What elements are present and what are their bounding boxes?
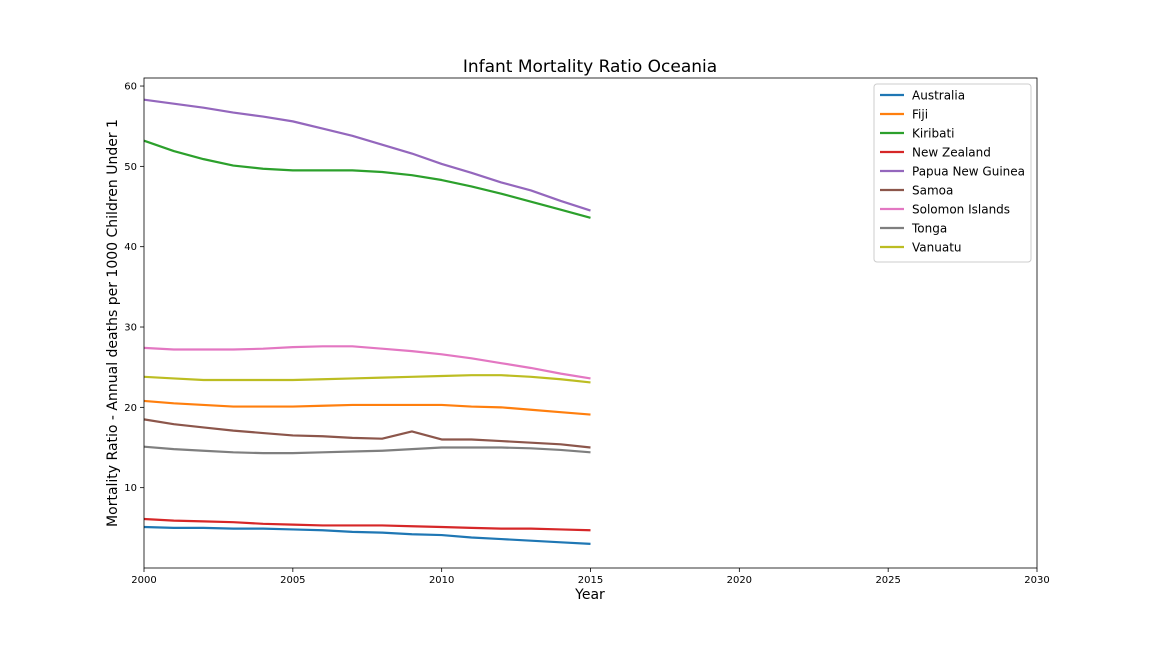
x-tick-label: 2020 <box>727 575 752 586</box>
y-axis-title: Mortality Ratio - Annual deaths per 1000… <box>105 119 121 527</box>
y-tick-label: 30 <box>124 323 137 334</box>
legend-item: Fiji <box>880 108 928 122</box>
series-line-fiji <box>143 399 591 416</box>
legend-box <box>873 83 1032 263</box>
legend-label: Papua New Guinea <box>912 165 1025 179</box>
x-tick-label: 2025 <box>875 575 900 586</box>
legend-item: Vanuatu <box>880 241 962 255</box>
legend-label: Samoa <box>912 184 953 198</box>
series-line-vanuatu <box>143 374 591 384</box>
legend-label: Solomon Islands <box>912 203 1010 217</box>
legend-label: Vanuatu <box>912 241 962 255</box>
legend-item: New Zealand <box>880 146 991 160</box>
series-line-australia <box>143 525 591 545</box>
series-line-new-zealand <box>143 517 591 532</box>
legend-label: Fiji <box>912 108 928 122</box>
y-axis: 10 20 30 40 50 60 <box>124 82 144 494</box>
y-tick-label: 20 <box>124 403 137 414</box>
y-tick-label: 10 <box>124 483 137 494</box>
legend-label: Tonga <box>911 222 947 236</box>
series-line-papua-new-guinea <box>143 98 591 212</box>
x-axis-title: Year <box>574 587 605 603</box>
x-tick-label: 2000 <box>131 575 156 586</box>
chart-title: Infant Mortality Ratio Oceania <box>463 57 717 77</box>
legend-item: Samoa <box>880 184 953 198</box>
x-tick-label: 2005 <box>280 575 305 586</box>
legend: Australia Fiji Kiribati New Zealand Papua Ne… <box>873 83 1032 263</box>
series-line-samoa <box>143 418 591 449</box>
legend-item: Kiribati <box>880 127 954 141</box>
y-tick-label: 40 <box>124 242 137 253</box>
legend-item: Solomon Islands <box>880 203 1010 217</box>
legend-item: Tonga <box>880 222 947 236</box>
legend-label: Australia <box>912 89 965 103</box>
legend-item: Papua New Guinea <box>880 165 1025 179</box>
series-layer <box>143 98 591 545</box>
x-tick-label: 2015 <box>578 575 603 586</box>
y-tick-label: 50 <box>124 162 137 173</box>
series-line-kiribati <box>143 139 591 219</box>
legend-item: Australia <box>880 89 965 103</box>
legend-label: Kiribati <box>912 127 954 141</box>
y-tick-label: 60 <box>124 82 137 93</box>
series-line-tonga <box>143 445 591 455</box>
x-axis: 2000 2005 2010 2015 2020 2025 2030 <box>131 568 1050 586</box>
series-line-solomon-islands <box>143 345 591 380</box>
x-tick-label: 2010 <box>429 575 454 586</box>
x-tick-label: 2030 <box>1024 575 1049 586</box>
legend-label: New Zealand <box>912 146 991 160</box>
